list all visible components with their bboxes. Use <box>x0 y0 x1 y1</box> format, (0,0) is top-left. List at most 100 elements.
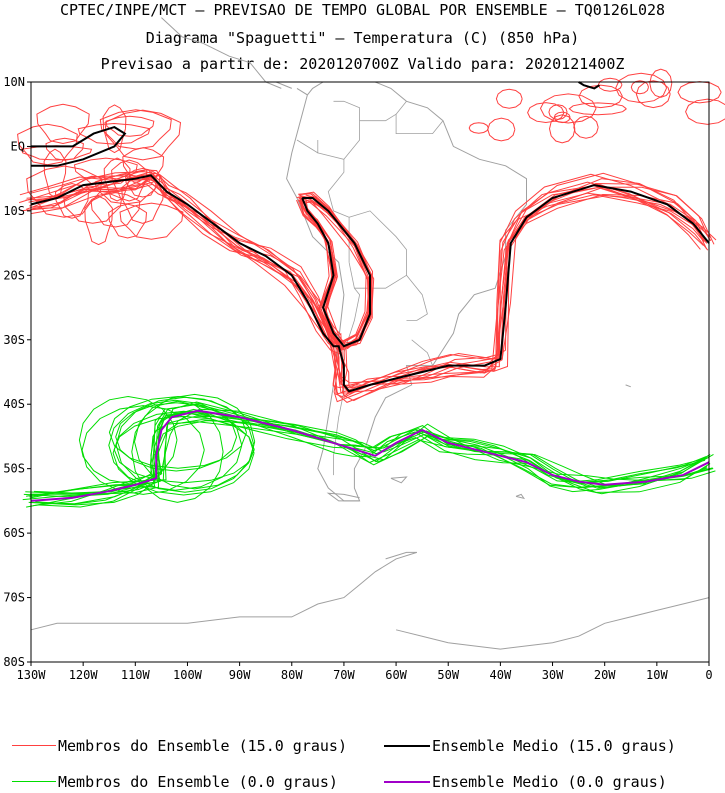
coastline <box>390 476 408 484</box>
member-15-loop <box>124 167 161 198</box>
mean-15-atlantic-contour <box>578 81 601 90</box>
mean-15-contour <box>30 174 710 393</box>
member-0-contour <box>29 412 707 495</box>
longitude-labels: 130W 120W 110W 100W 90W 80W 70W 60W 50W 40W 30W 20W… <box>17 668 713 682</box>
legend-label-members-15: Membros do Ensemble (15.0 graus) <box>58 737 347 755</box>
member-15-loop <box>102 104 127 154</box>
member-15-loop <box>487 117 516 142</box>
member-15-loop <box>104 109 182 161</box>
member-15-loop <box>99 109 172 150</box>
axis-ticks <box>27 81 710 666</box>
member-15-loop <box>597 77 623 92</box>
member-0-loop <box>108 395 247 469</box>
member-15-loop <box>119 202 184 240</box>
lon-label: 20W <box>594 668 616 682</box>
member-15-loop <box>43 148 67 198</box>
legend-swatch-mean-0 <box>384 781 430 783</box>
member-15-loop <box>121 175 165 224</box>
member-0-loop <box>112 410 255 496</box>
member-15-loop <box>20 145 93 161</box>
lon-label: 110W <box>121 668 151 682</box>
member-0-contour <box>33 408 708 507</box>
lat-label: EQ <box>11 139 25 153</box>
lon-label: 120W <box>69 668 99 682</box>
member-0-contour <box>22 412 703 501</box>
lon-label: 130W <box>17 668 47 682</box>
lon-label: 90W <box>229 668 251 682</box>
member-15-loop <box>568 102 627 116</box>
mean-0-contour <box>30 409 710 502</box>
legend-label-mean-0: Ensemble Medio (0.0 graus) <box>432 773 667 791</box>
lat-label: 10N <box>3 75 25 89</box>
legend-row-0: Membros do Ensemble (0.0 graus) Ensemble… <box>0 771 725 793</box>
mean-15-andes-contour <box>301 197 371 348</box>
member-0-loop <box>108 399 243 491</box>
lon-label: 100W <box>173 668 203 682</box>
coastline <box>515 493 526 500</box>
lat-label: 50S <box>3 462 25 476</box>
lon-label: 80W <box>281 668 303 682</box>
member-0-loop <box>131 400 224 503</box>
member-15-loop <box>63 189 123 224</box>
member-15-andes-contour <box>296 196 371 352</box>
legend-swatch-members-0 <box>12 781 56 782</box>
member-15-loop <box>578 84 623 109</box>
member-15-loop <box>17 123 78 166</box>
coastline <box>326 492 360 502</box>
ensemble-mean-contours <box>30 81 710 502</box>
legend-row-15: Membros do Ensemble (15.0 graus) Ensembl… <box>0 735 725 757</box>
lon-label: 0 <box>705 668 712 682</box>
member-15-loop <box>573 115 599 139</box>
member-15-loop <box>122 147 165 186</box>
lat-label: 30S <box>3 333 25 347</box>
members-0-contours <box>22 393 716 508</box>
member-15-loop <box>84 195 113 246</box>
member-15-contour <box>35 179 704 402</box>
legend-label-members-0: Membros do Ensemble (0.0 graus) <box>58 773 338 791</box>
lat-label: 80S <box>3 655 25 669</box>
member-15-contour <box>19 173 707 395</box>
country-border <box>296 139 319 154</box>
member-15-andes-contour <box>300 191 367 342</box>
lon-label: 70W <box>333 668 355 682</box>
member-15-contour <box>18 181 709 403</box>
member-15-loop <box>94 174 157 205</box>
member-15-loop <box>26 165 103 218</box>
coastline <box>395 597 710 650</box>
lon-label: 10W <box>646 668 668 682</box>
mean-15-pacific-contour <box>31 126 127 167</box>
member-15-loop <box>111 159 148 202</box>
country-border <box>333 100 361 121</box>
lat-label: 40S <box>3 397 25 411</box>
spaghetti-map: 10N EQ 10S 20S 30S 40S 50S 60S 70S 80S 130W 120W 11… <box>3 17 725 682</box>
country-border <box>395 101 407 115</box>
member-15-contour <box>28 183 701 403</box>
lon-label: 60W <box>385 668 407 682</box>
latitude-labels: 10N EQ 10S 20S 30S 40S 50S 60S 70S 80S <box>3 75 25 669</box>
coastline <box>625 384 631 388</box>
member-15-loop <box>649 68 673 98</box>
member-15-loop <box>77 122 151 145</box>
member-15-loop <box>103 157 131 202</box>
coastline <box>161 17 282 89</box>
member-15-contour <box>30 172 712 394</box>
lat-label: 20S <box>3 268 25 282</box>
lon-label: 30W <box>542 668 564 682</box>
map-frame <box>30 81 710 663</box>
member-0-contour <box>23 413 706 498</box>
member-15-loop <box>548 114 576 144</box>
legend-label-mean-15: Ensemble Medio (15.0 graus) <box>432 737 676 755</box>
member-15-loop <box>539 93 597 124</box>
member-15-loop <box>108 203 148 239</box>
member-15-loop <box>685 98 725 125</box>
lon-label: 40W <box>490 668 512 682</box>
member-15-loop <box>677 81 722 104</box>
member-15-loop <box>548 104 568 121</box>
member-15-loop <box>90 192 141 228</box>
member-0-loop <box>115 402 238 472</box>
member-15-loop <box>468 122 489 134</box>
member-0-loop <box>133 393 256 490</box>
title-line-2: Diagrama "Spaguetti" – Temperatura (C) (… <box>145 29 580 47</box>
coastline <box>30 551 418 631</box>
title-line-1: CPTEC/INPE/MCT – PREVISAO DE TEMPO GLOBA… <box>59 1 666 19</box>
